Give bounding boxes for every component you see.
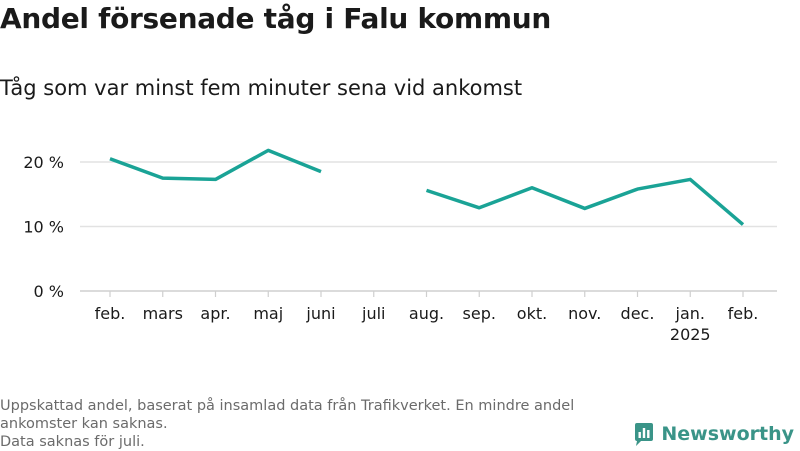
newsworthy-logo[interactable]: Newsworthy bbox=[633, 420, 794, 448]
x-tick-label: apr. bbox=[200, 304, 230, 323]
data-point[interactable] bbox=[424, 187, 430, 193]
series-lines bbox=[107, 147, 746, 228]
x-tick-label: aug. bbox=[409, 304, 444, 323]
x-tick-label: mars bbox=[143, 304, 183, 323]
x-tick-label: feb. bbox=[95, 304, 126, 323]
newsworthy-logo-icon bbox=[635, 423, 654, 446]
y-axis-ticks: 0 % 10 % 20 % bbox=[23, 153, 64, 301]
data-point[interactable] bbox=[107, 156, 113, 162]
x-tick-label: sep. bbox=[463, 304, 496, 323]
data-point[interactable] bbox=[529, 185, 535, 191]
data-point[interactable] bbox=[265, 147, 271, 153]
gridlines bbox=[80, 161, 777, 292]
footnote-line-3: Data saknas för juli. bbox=[0, 434, 145, 450]
y-tick-label: 10 % bbox=[23, 218, 64, 237]
x-tick-label: feb. bbox=[728, 304, 759, 323]
footnote-line-2: ankomster kan saknas. bbox=[0, 416, 168, 432]
x-tick-label: juni bbox=[305, 304, 335, 323]
y-tick-label: 20 % bbox=[23, 153, 64, 172]
data-point[interactable] bbox=[213, 176, 219, 182]
x-axis-ticks: feb. mars apr. maj juni juli aug. sep. okt. nov. d… bbox=[95, 291, 759, 344]
footnote-line-1: Uppskattad andel, baserat på insamlad da… bbox=[0, 398, 575, 414]
data-point[interactable] bbox=[582, 205, 588, 211]
data-point[interactable] bbox=[740, 222, 746, 228]
x-tick-label: maj bbox=[253, 304, 283, 323]
data-point[interactable] bbox=[635, 186, 641, 192]
x-tick-label: jan. bbox=[675, 304, 705, 323]
brand-name: Newsworthy bbox=[661, 423, 794, 445]
series-line-segment bbox=[109, 148, 322, 182]
series-line-segment bbox=[425, 177, 745, 226]
x-tick-label: okt. bbox=[517, 304, 547, 323]
data-point[interactable] bbox=[687, 176, 693, 182]
x-tick-label: nov. bbox=[568, 304, 601, 323]
data-point[interactable] bbox=[318, 169, 324, 175]
x-tick-label: juli bbox=[361, 304, 385, 323]
x-year-label: 2025 bbox=[670, 325, 711, 344]
chart-title: Andel försenade tåg i Falu kommun bbox=[0, 2, 551, 35]
data-point[interactable] bbox=[476, 205, 482, 211]
data-point[interactable] bbox=[160, 175, 166, 181]
y-tick-label: 0 % bbox=[34, 282, 64, 301]
footnote: Uppskattad andel, baserat på insamlad da… bbox=[0, 397, 640, 451]
chart-subtitle: Tåg som var minst fem minuter sena vid a… bbox=[0, 76, 523, 100]
x-tick-label: dec. bbox=[621, 304, 655, 323]
